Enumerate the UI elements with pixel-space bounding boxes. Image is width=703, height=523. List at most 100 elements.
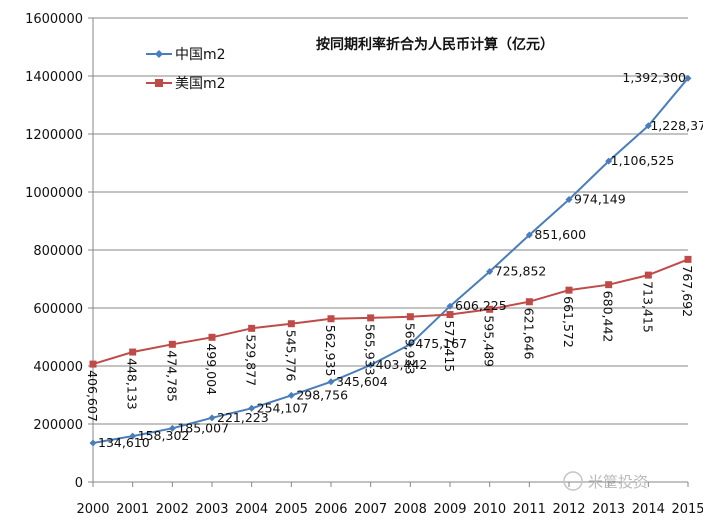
chart-title: 按同期利率折合为人民币计算（亿元） xyxy=(316,36,554,53)
usa-m2-data-label: 545,776 xyxy=(283,330,298,382)
usa-m2-data-label: 474,785 xyxy=(164,350,179,402)
x-tick-label: 2013 xyxy=(592,502,625,517)
china-m2-data-label: 475,167 xyxy=(415,336,467,351)
usa-m2-point xyxy=(248,324,256,332)
usa-m2-data-label: 595,489 xyxy=(482,315,497,367)
usa-m2-point xyxy=(406,313,414,321)
china-m2-data-label: 974,149 xyxy=(574,191,626,206)
china-m2-point xyxy=(644,122,652,130)
china-m2-point xyxy=(446,302,454,310)
x-tick-label: 2011 xyxy=(513,502,546,517)
y-tick-label: 600000 xyxy=(33,302,83,317)
y-tick-label: 400000 xyxy=(33,360,83,375)
usa-m2-point xyxy=(486,305,494,313)
x-tick-label: 2001 xyxy=(116,502,149,517)
watermark: 米筐投资 xyxy=(563,471,648,491)
legend: 中国m2 美国m2 xyxy=(146,47,226,92)
watermark-text: 米筐投资 xyxy=(588,473,648,491)
usa-m2-data-label: 448,133 xyxy=(125,358,140,410)
usa-m2-data-label: 661,572 xyxy=(561,296,576,348)
usa-m2-data-label: 577,415 xyxy=(442,321,457,373)
series-line-usa xyxy=(92,258,689,366)
axes: 0200000400000600000800000100000012000001… xyxy=(25,12,703,517)
china-m2-data-label: 1,106,525 xyxy=(611,153,675,168)
series-lines xyxy=(89,74,692,447)
usa-m2-point xyxy=(565,286,573,294)
china-m2-data-label: 1,228,375 xyxy=(650,118,703,133)
usa-m2-point xyxy=(208,333,216,341)
legend-label-usa: 美国m2 xyxy=(175,76,226,92)
china-m2-point xyxy=(684,74,692,82)
usa-m2-point xyxy=(684,255,692,263)
usa-m2-point xyxy=(89,360,97,368)
x-tick-label: 2007 xyxy=(354,502,387,517)
legend-marker-china xyxy=(155,50,163,58)
x-tick-label: 2005 xyxy=(275,502,308,517)
y-tick-label: 1200000 xyxy=(25,128,83,143)
data-labels: 134,610158,302185,007221,223254,107298,7… xyxy=(85,70,703,450)
usa-m2-data-label: 499,004 xyxy=(204,343,219,395)
watermark-logo-icon xyxy=(563,471,583,491)
china-m2-point xyxy=(129,432,137,440)
usa-m2-data-label: 569,933 xyxy=(402,323,417,375)
usa-m2-data-label: 565,933 xyxy=(363,324,378,376)
china-m2-data-label: 1,392,300 xyxy=(622,70,686,85)
x-tick-label: 2006 xyxy=(314,502,347,517)
china-m2-data-label: 254,107 xyxy=(257,400,309,415)
usa-m2-point xyxy=(446,311,454,319)
china-m2-data-label: 221,223 xyxy=(217,410,269,425)
usa-m2-point xyxy=(367,314,375,322)
x-tick-label: 2010 xyxy=(473,502,506,517)
china-m2-data-label: 298,756 xyxy=(296,387,348,402)
china-m2-point xyxy=(525,231,533,239)
china-m2-point xyxy=(486,268,494,276)
y-tick-label: 1000000 xyxy=(25,186,83,201)
usa-m2-point xyxy=(327,315,335,323)
usa-m2-data-label: 713,415 xyxy=(640,281,655,333)
y-tick-label: 0 xyxy=(75,476,83,491)
legend-label-china: 中国m2 xyxy=(175,47,226,63)
usa-m2-point xyxy=(605,281,613,289)
china-m2-data-label: 725,852 xyxy=(495,264,547,279)
series-line-china xyxy=(92,77,689,444)
china-m2-data-label: 606,225 xyxy=(455,298,507,313)
usa-m2-data-label: 406,607 xyxy=(85,370,100,422)
china-m2-point xyxy=(248,404,256,412)
china-m2-data-label: 851,600 xyxy=(534,227,586,242)
china-m2-point xyxy=(168,424,176,432)
china-m2-point xyxy=(327,378,335,386)
y-tick-label: 1400000 xyxy=(25,70,83,85)
china-m2-point xyxy=(367,361,375,369)
china-m2-point xyxy=(89,439,97,447)
china-m2-data-label: 345,604 xyxy=(336,374,388,389)
usa-m2-point xyxy=(525,298,533,306)
x-tick-label: 2003 xyxy=(195,502,228,517)
china-m2-data-label: 158,302 xyxy=(138,428,190,443)
usa-m2-data-label: 680,442 xyxy=(601,291,616,343)
x-tick-label: 2014 xyxy=(632,502,665,517)
y-tick-label: 200000 xyxy=(33,418,83,433)
x-tick-label: 2004 xyxy=(235,502,268,517)
usa-m2-point xyxy=(644,271,652,279)
usa-m2-data-label: 562,935 xyxy=(323,325,338,377)
x-tick-label: 2000 xyxy=(76,502,109,517)
usa-m2-point xyxy=(287,320,295,328)
usa-m2-data-label: 767,692 xyxy=(680,265,695,317)
china-m2-point xyxy=(406,340,414,348)
china-m2-point xyxy=(287,391,295,399)
usa-m2-point xyxy=(129,348,137,356)
x-tick-label: 2008 xyxy=(394,502,427,517)
china-m2-point xyxy=(208,414,216,422)
x-tick-label: 2002 xyxy=(156,502,189,517)
y-tick-label: 800000 xyxy=(33,244,83,259)
china-m2-point xyxy=(605,157,613,165)
x-tick-label: 2009 xyxy=(433,502,466,517)
usa-m2-data-label: 621,646 xyxy=(521,308,536,360)
x-tick-label: 2015 xyxy=(671,502,703,517)
china-m2-point xyxy=(565,195,573,203)
grid xyxy=(93,17,688,425)
usa-m2-point xyxy=(168,340,176,348)
y-tick-label: 1600000 xyxy=(25,12,83,27)
china-m2-data-label: 134,610 xyxy=(98,435,150,450)
